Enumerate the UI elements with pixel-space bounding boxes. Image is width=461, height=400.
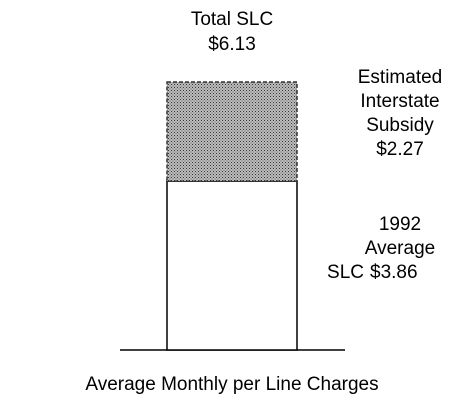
- bar-segment: [166, 180, 298, 351]
- segment-label-line: 1992: [379, 214, 421, 235]
- x-axis-label: Average Monthly per Line Charges: [85, 374, 378, 395]
- segment-label-line: SLC: [327, 262, 364, 283]
- value-label: $3.86: [370, 262, 418, 283]
- total-label: Total SLC: [191, 9, 273, 30]
- segment-label-line: Estimated: [358, 67, 442, 88]
- segment-label: 1992 Average SLC: [327, 214, 435, 283]
- segment-label-line: Average: [365, 238, 435, 259]
- total-value: $6.13: [208, 34, 256, 55]
- value-label: $2.27: [376, 139, 424, 160]
- segment-label: Estimated Interstate Subsidy: [358, 67, 442, 136]
- segment-label-line: Interstate: [360, 91, 439, 112]
- bar-segment: [166, 81, 298, 182]
- segment-label-line: Subsidy: [366, 115, 434, 136]
